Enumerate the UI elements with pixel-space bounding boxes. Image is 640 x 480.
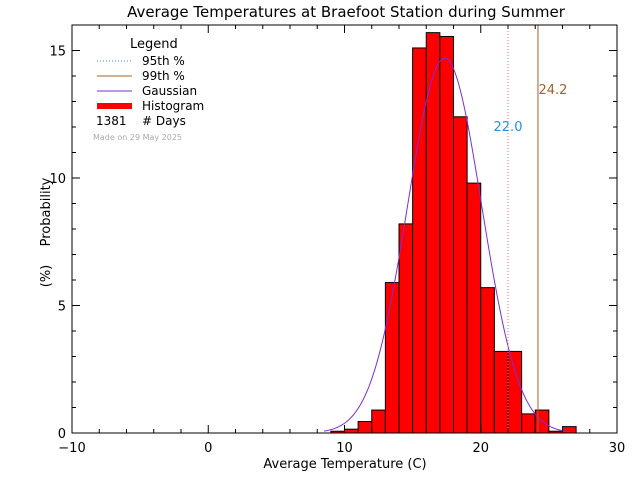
legend-day-count: 1381 [96,114,127,128]
x-tick-label: −10 [58,441,85,456]
histogram-bar [493,350,509,434]
legend-label-95th: 95th % [142,54,185,68]
y-tick-label: 0 [58,427,66,442]
p99-label: 24.2 [538,83,567,98]
histogram-bar [521,413,536,434]
y-axis-label: Probability [39,177,54,246]
legend-label-99th: 99th % [142,69,185,83]
x-tick-label: 30 [609,441,626,456]
p95-label: 22.0 [494,120,523,135]
histogram-bar [398,223,414,434]
y-tick-label: 10 [49,172,66,187]
legend-title: Legend [130,37,178,52]
histogram-bar [562,426,577,434]
histogram-bar [466,182,482,434]
x-tick-label: 20 [472,441,489,456]
gaussian-curve [323,57,570,433]
made-on-note: Made on 29 May 2025 [93,133,182,142]
legend: Legend 95th % 99th % Gaussian Histogram … [93,37,204,142]
histogram-bar [453,116,468,434]
x-tick-label: 0 [204,441,212,456]
y-axis-unit: (%) [39,265,54,288]
histogram-bar [507,350,523,434]
histogram-bar [439,35,454,434]
x-tick-label: 10 [336,441,353,456]
chart-title: Average Temperatures at Braefoot Station… [127,3,566,21]
histogram-bar [344,428,359,434]
legend-label-histogram: Histogram [142,99,204,113]
histogram-bar [371,409,386,434]
y-tick-label: 5 [58,300,66,315]
y-tick-label: 15 [49,45,66,60]
histogram-bar [480,287,495,434]
x-axis-label: Average Temperature (C) [263,457,426,472]
plot-area: 22.0 24.2 [323,25,577,434]
legend-day-count-label: # Days [142,114,186,128]
histogram-bar [412,47,427,434]
legend-label-gaussian: Gaussian [142,84,197,98]
histogram-bar [357,421,373,434]
histogram-bar [384,282,400,434]
